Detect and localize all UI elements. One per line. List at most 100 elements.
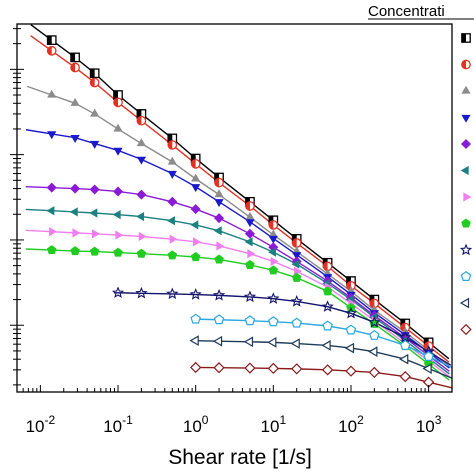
data-point-series-5-6 bbox=[167, 196, 178, 207]
data-point-series-8-2 bbox=[70, 246, 80, 256]
data-point-series-7-2 bbox=[72, 228, 81, 238]
data-point-series-7-10 bbox=[270, 256, 279, 267]
data-point-series-12-2 bbox=[213, 362, 225, 374]
x-tick-label: 100 bbox=[183, 413, 209, 436]
data-point-series-5-2 bbox=[70, 183, 81, 194]
data-point-series-5-3 bbox=[89, 184, 100, 195]
data-point-series-8-6 bbox=[167, 250, 178, 260]
data-point-series-11-5 bbox=[290, 338, 300, 349]
data-point-series-4-8 bbox=[214, 199, 224, 208]
data-point-series-3-5 bbox=[136, 138, 146, 147]
data-point-series-3-1 bbox=[47, 89, 57, 98]
data-point-series-1-3 bbox=[89, 68, 100, 79]
data-point-series-9-3 bbox=[166, 287, 179, 300]
data-point-series-7-1 bbox=[49, 227, 58, 237]
data-point-series-4-11 bbox=[292, 252, 302, 261]
data-point-series-7-9 bbox=[247, 249, 256, 259]
legend-marker-5 bbox=[461, 139, 471, 149]
data-point-series-2-3 bbox=[89, 77, 100, 88]
data-point-series-11-10 bbox=[422, 363, 432, 375]
data-point-series-6-5 bbox=[136, 211, 145, 222]
data-point-series-12-9 bbox=[399, 370, 411, 383]
data-point-series-3-3 bbox=[90, 108, 100, 117]
data-point-series-7-3 bbox=[92, 229, 100, 239]
data-point-series-10-1 bbox=[190, 313, 201, 324]
data-point-series-6-7 bbox=[190, 220, 199, 230]
data-point-series-10-9 bbox=[399, 339, 411, 350]
data-point-series-2-14 bbox=[369, 298, 380, 309]
data-point-series-11-8 bbox=[368, 346, 378, 358]
data-point-series-6-10 bbox=[268, 247, 276, 257]
data-point-series-9-5 bbox=[212, 288, 226, 301]
data-point-series-5-5 bbox=[136, 189, 147, 200]
data-point-series-6-9 bbox=[244, 237, 253, 247]
data-point-series-9-12 bbox=[399, 330, 412, 343]
data-point-series-8-5 bbox=[136, 248, 147, 258]
data-point-series-12-8 bbox=[368, 366, 380, 379]
data-point-series-6-6 bbox=[167, 216, 175, 226]
data-point-series-11-7 bbox=[344, 342, 355, 354]
data-point-series-6-3 bbox=[89, 208, 98, 218]
data-point-series-3-7 bbox=[191, 173, 201, 182]
axis-ticks bbox=[10, 28, 453, 392]
data-point-series-2-4 bbox=[113, 97, 123, 108]
data-point-series-9-4 bbox=[189, 288, 202, 300]
legend-title: Concentrati bbox=[368, 3, 445, 20]
data-point-series-12-4 bbox=[267, 362, 279, 375]
data-point-series-4-9 bbox=[245, 219, 255, 228]
data-point-series-10-5 bbox=[291, 317, 302, 328]
data-point-series-8-1 bbox=[46, 245, 57, 255]
x-tick-label: 10-2 bbox=[26, 413, 56, 436]
data-point-series-1-1 bbox=[46, 35, 57, 45]
data-point-series-9-1 bbox=[111, 286, 125, 299]
data-point-series-7-8 bbox=[216, 241, 225, 251]
data-point-series-1-2 bbox=[70, 52, 80, 63]
data-point-series-3-10 bbox=[268, 229, 278, 238]
data-point-series-2-10 bbox=[268, 220, 279, 230]
data-point-series-3-8 bbox=[214, 189, 224, 198]
x-tick-labels: 10-2 10-1 100 101 102 103 bbox=[26, 413, 442, 436]
data-point-series-7-4 bbox=[115, 230, 124, 240]
data-point-series-3-6 bbox=[167, 156, 177, 165]
data-point-series-10-10 bbox=[423, 350, 434, 361]
data-point-series-4-6 bbox=[167, 170, 177, 179]
data-point-series-4-2 bbox=[70, 135, 80, 143]
legend-marker-12 bbox=[460, 323, 472, 336]
legend-marker-1 bbox=[461, 33, 471, 43]
data-point-series-2-9 bbox=[245, 201, 255, 211]
data-point-series-12-5 bbox=[291, 363, 303, 375]
data-point-series-5-8 bbox=[214, 213, 225, 224]
data-point-series-3-4 bbox=[113, 123, 123, 132]
data-point-series-8-11 bbox=[291, 272, 302, 282]
data-point-series-10-7 bbox=[345, 324, 357, 335]
data-point-series-12-1 bbox=[190, 361, 202, 374]
data-point-series-10-6 bbox=[322, 320, 333, 331]
data-point-series-5-9 bbox=[244, 228, 255, 239]
data-point-series-3-9 bbox=[245, 211, 255, 220]
data-point-series-4-10 bbox=[268, 235, 278, 244]
legend-marker-11 bbox=[459, 297, 470, 309]
x-tick-label: 102 bbox=[338, 413, 364, 436]
x-axis-label: Shear rate [1/s] bbox=[168, 446, 312, 469]
data-point-series-3-2 bbox=[70, 97, 80, 106]
data-point-series-8-4 bbox=[113, 247, 123, 257]
data-point-series-9-11 bbox=[368, 315, 381, 328]
data-point-series-8-10 bbox=[268, 265, 279, 275]
data-point-series-9-7 bbox=[267, 292, 280, 304]
data-point-series-11-6 bbox=[321, 340, 331, 351]
legend-marker-3 bbox=[461, 85, 471, 94]
data-point-series-8-7 bbox=[190, 252, 201, 262]
data-point-series-8-9 bbox=[245, 259, 255, 269]
legend-marker-6 bbox=[460, 165, 469, 176]
data-point-series-9-2 bbox=[135, 286, 148, 299]
data-point-series-12-6 bbox=[321, 364, 334, 376]
x-tick-label: 101 bbox=[261, 413, 287, 436]
fit-line-series-9 bbox=[114, 292, 452, 366]
data-point-series-5-7 bbox=[190, 204, 201, 215]
data-point-series-6-8 bbox=[213, 226, 222, 236]
x-tick-label: 10-1 bbox=[103, 413, 133, 436]
data-point-series-2-1 bbox=[46, 45, 57, 56]
data-point-series-11-3 bbox=[243, 336, 254, 348]
fit-line-series-3 bbox=[26, 85, 450, 367]
data-point-series-10-8 bbox=[369, 329, 380, 340]
